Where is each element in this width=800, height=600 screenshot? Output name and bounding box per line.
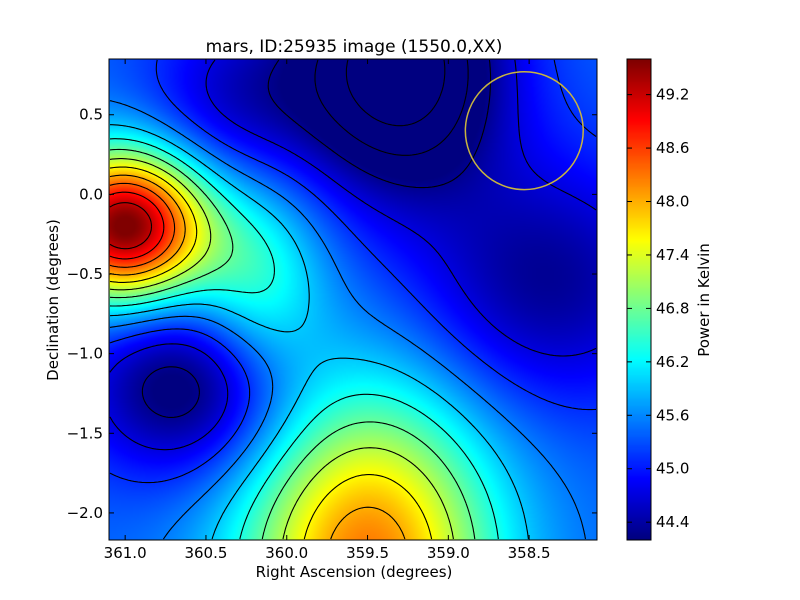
y-tick-label: −1.5 <box>67 424 103 442</box>
y-tick-label: −1.0 <box>67 345 103 363</box>
plot-area <box>108 58 598 541</box>
contour-line <box>109 158 454 540</box>
colorbar-tick-label: 45.0 <box>656 460 689 478</box>
contour-line <box>109 100 587 540</box>
y-tick-label: −2.0 <box>67 504 103 522</box>
y-tick-label: 0.5 <box>79 106 103 124</box>
x-tick-label: 361.0 <box>104 544 147 562</box>
heatmap-image <box>109 59 597 540</box>
beam-circle <box>464 70 584 191</box>
contour-line <box>314 59 469 156</box>
y-axis: 0.5 0.0 −0.5 −1.0 −1.5 −2.0 <box>67 106 597 522</box>
y-axis-label: Declination (degrees) <box>44 219 62 381</box>
contour-line <box>109 202 153 250</box>
colorbar-tick-label: 48.6 <box>656 139 689 157</box>
colorbar-tick-label: 48.0 <box>656 193 689 211</box>
x-tick-label: 359.5 <box>346 544 389 562</box>
contour-line <box>109 166 433 540</box>
colorbar-tick-label: 45.6 <box>656 406 689 424</box>
colorbar-ticks: 49.2 48.6 48.0 47.4 46.8 46.2 45.6 45.0 44.4 <box>627 86 689 531</box>
x-tick-label: 358.5 <box>508 544 551 562</box>
colorbar-tick-label: 46.2 <box>656 353 689 371</box>
contour-line <box>345 59 446 127</box>
colorbar-tick-label: 44.4 <box>656 513 689 531</box>
contour-line <box>109 138 499 540</box>
colorbar-frame <box>626 58 652 541</box>
colorbar: 49.2 48.6 48.0 47.4 46.8 46.2 45.6 45.0 44.4 Pow… <box>626 58 713 541</box>
x-axis: 361.0 360.5 360.0 359.5 359.0 358.5 <box>104 59 551 562</box>
colorbar-tick-label: 49.2 <box>656 86 689 104</box>
plot-frame <box>108 58 598 541</box>
contour-line <box>141 59 492 418</box>
contour-lines <box>109 59 597 540</box>
contour-line <box>109 148 476 540</box>
contour-line <box>109 191 165 260</box>
x-axis-label: Right Ascension (degrees) <box>256 563 453 581</box>
y-tick-label: −0.5 <box>67 265 103 283</box>
x-tick-label: 359.0 <box>427 544 470 562</box>
y-tick-label: 0.0 <box>79 185 103 203</box>
contour-line <box>109 59 597 451</box>
colorbar-gradient <box>627 59 651 540</box>
contour-line <box>109 124 529 540</box>
colorbar-tick-label: 46.8 <box>656 299 689 317</box>
contour-line <box>109 59 597 484</box>
x-tick-label: 360.5 <box>184 544 227 562</box>
colorbar-tick-label: 47.4 <box>656 246 689 264</box>
x-tick-label: 360.0 <box>265 544 308 562</box>
chart-title: mars, ID:25935 image (1550.0,XX) <box>206 37 503 57</box>
colorbar-label: Power in Kelvin <box>695 243 713 357</box>
contour-line <box>109 182 176 268</box>
